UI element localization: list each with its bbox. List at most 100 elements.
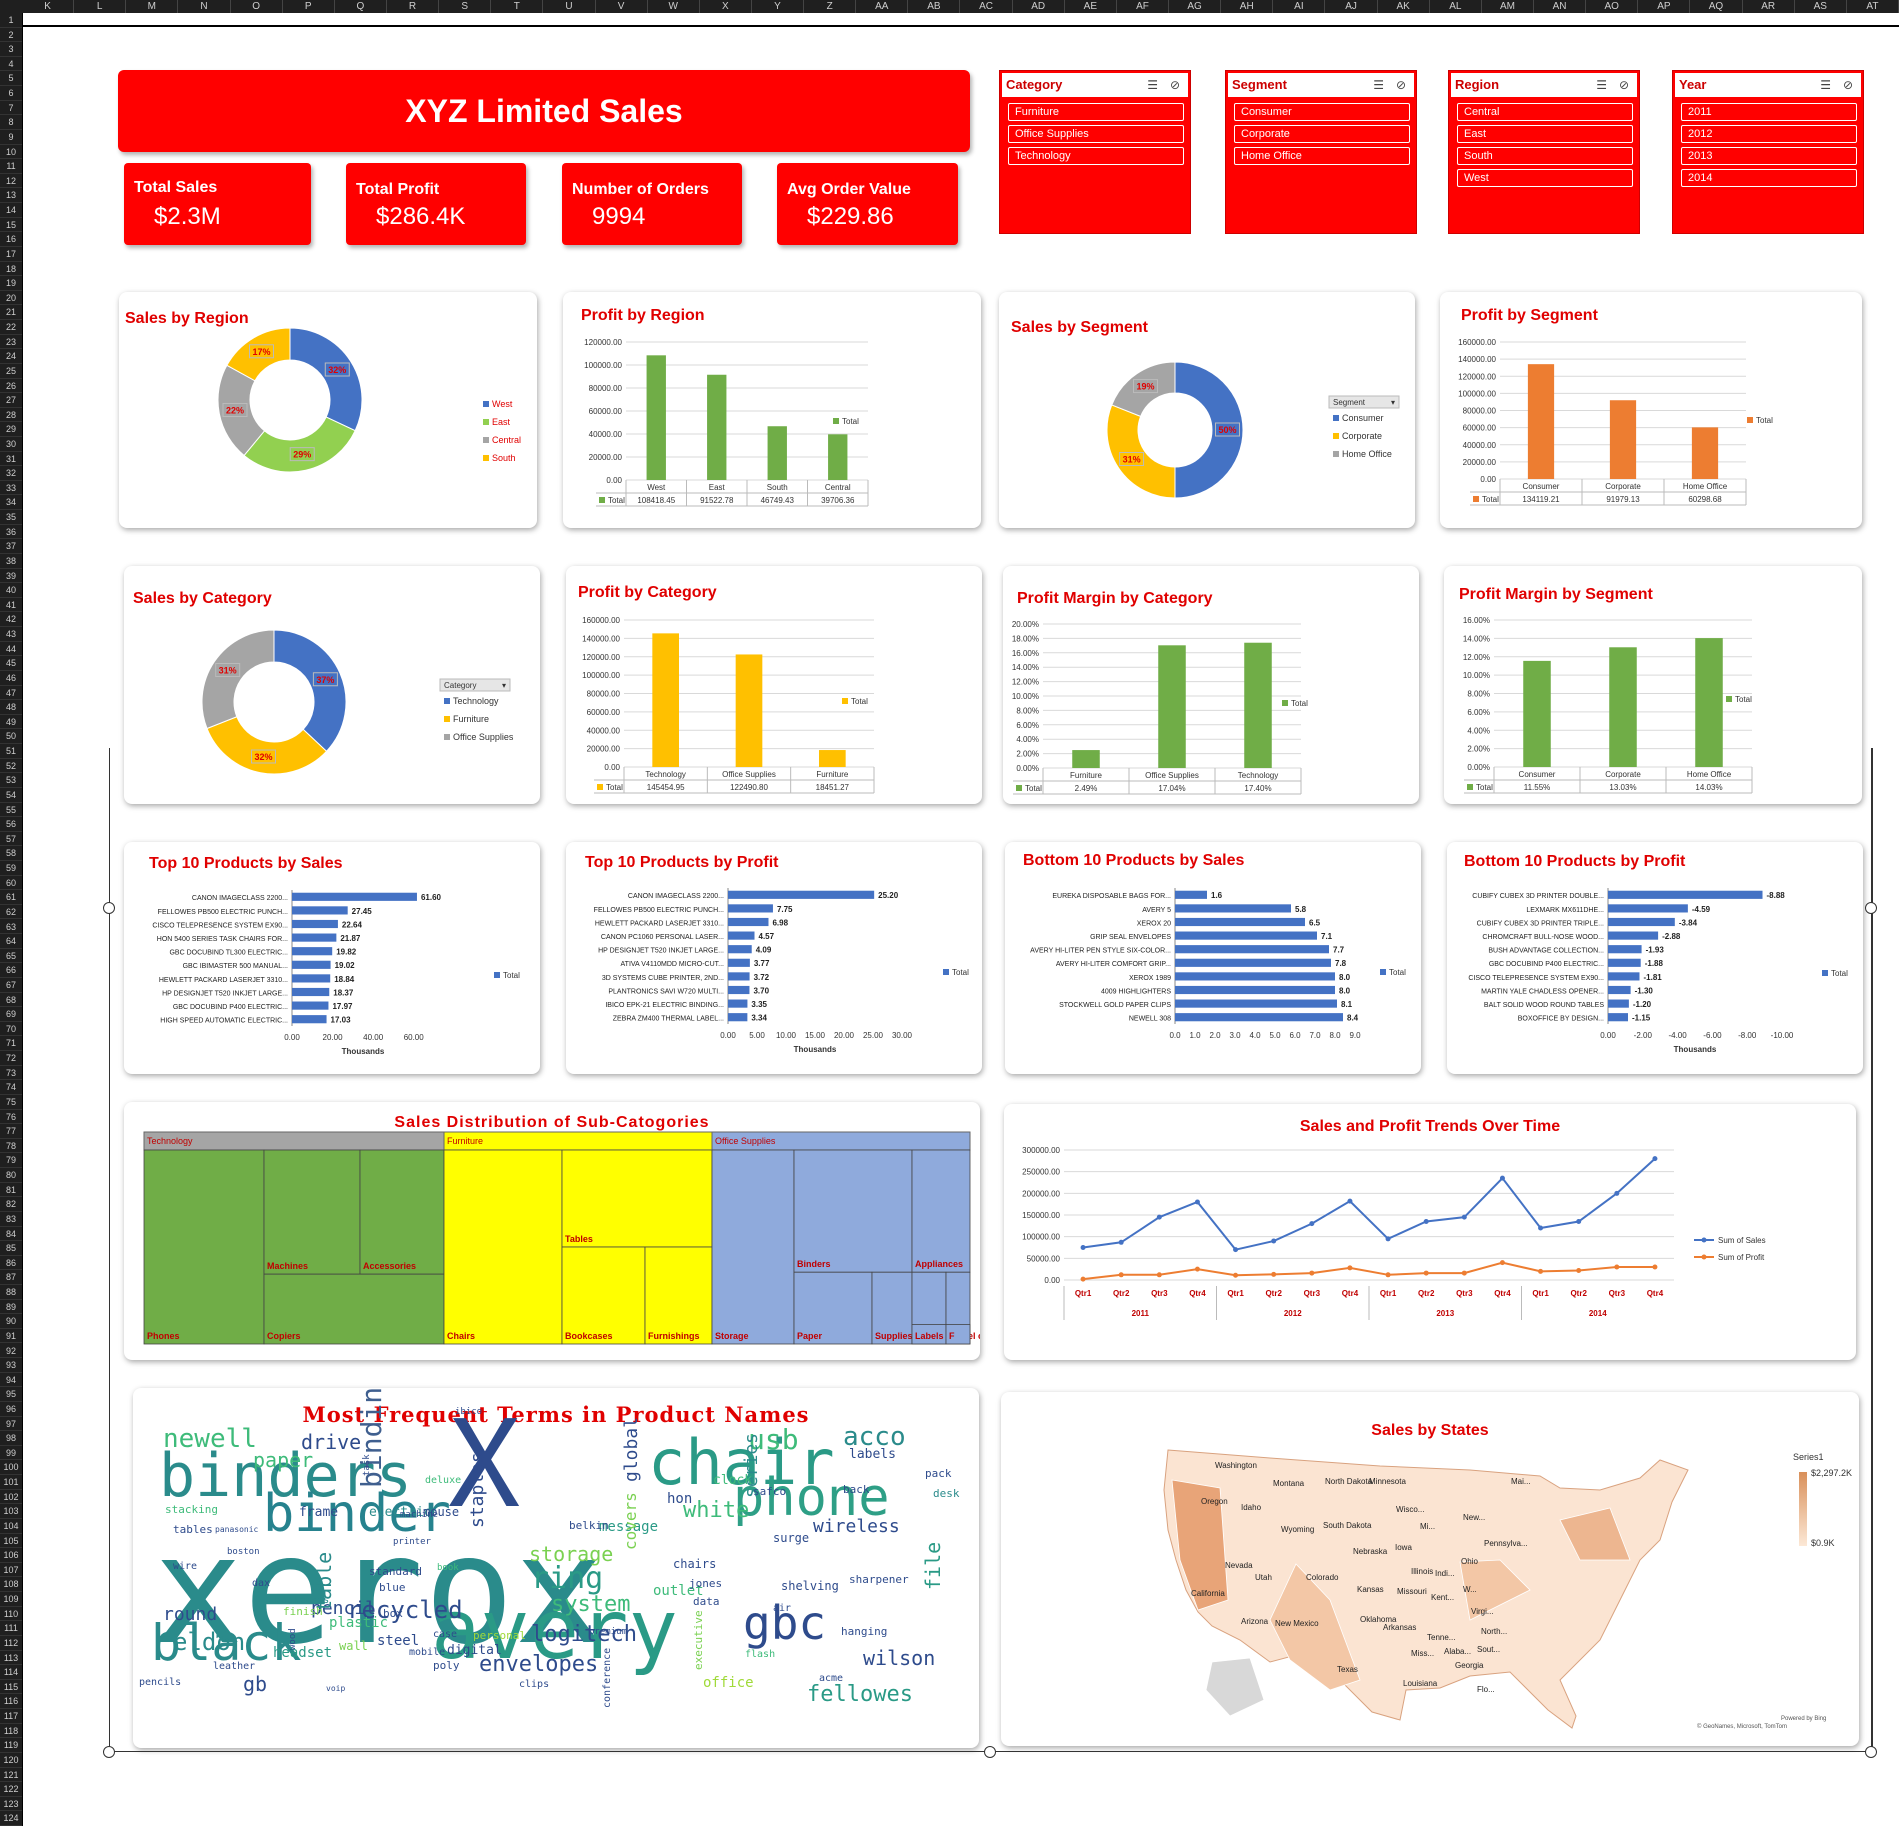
column-header-t[interactable]: T [491,0,544,13]
row-header-35[interactable]: 35 [0,510,22,525]
row-header-67[interactable]: 67 [0,978,22,993]
column-header-x[interactable]: X [700,0,752,13]
row-header-46[interactable]: 46 [0,671,22,686]
row-header-74[interactable]: 74 [0,1080,22,1095]
row-header-77[interactable]: 77 [0,1124,22,1139]
row-header-2[interactable]: 2 [0,28,22,43]
row-header-25[interactable]: 25 [0,364,22,379]
column-header-aq[interactable]: AQ [1690,0,1743,13]
card-profit-by-region[interactable]: Profit by Region 0.00 20000.00 40000.00 600… [563,292,981,528]
row-header-19[interactable]: 19 [0,276,22,291]
row-header-95[interactable]: 95 [0,1387,22,1402]
row-header-63[interactable]: 63 [0,920,22,935]
row-header-110[interactable]: 110 [0,1607,22,1622]
row-header-40[interactable]: 40 [0,583,22,598]
row-header-102[interactable]: 102 [0,1490,22,1505]
row-header-68[interactable]: 68 [0,993,22,1008]
row-header-26[interactable]: 26 [0,379,22,394]
row-header-20[interactable]: 20 [0,291,22,306]
slicer-item-furniture[interactable]: Furniture [1008,103,1184,121]
column-header-ab[interactable]: AB [908,0,961,13]
row-header-11[interactable]: 11 [0,159,22,174]
row-header-38[interactable]: 38 [0,554,22,569]
row-header-15[interactable]: 15 [0,218,22,233]
row-header-5[interactable]: 5 [0,71,22,87]
slicer-item-2011[interactable]: 2011 [1681,103,1857,121]
row-header-8[interactable]: 8 [0,115,22,130]
multi-select-icon[interactable]: ☰ [1596,78,1607,92]
row-header-89[interactable]: 89 [0,1300,22,1315]
slicer-item-office-supplies[interactable]: Office Supplies [1008,125,1184,143]
column-header-af[interactable]: AF [1117,0,1170,13]
row-header-81[interactable]: 81 [0,1183,22,1198]
row-header-36[interactable]: 36 [0,525,22,540]
row-header-86[interactable]: 86 [0,1256,22,1271]
column-header-ad[interactable]: AD [1013,0,1065,13]
slicer-item-east[interactable]: East [1457,125,1633,143]
column-header-n[interactable]: N [178,0,231,13]
row-header-31[interactable]: 31 [0,452,22,467]
row-header-69[interactable]: 69 [0,1007,22,1022]
row-header-45[interactable]: 45 [0,656,22,671]
card-profit-by-category[interactable]: Profit by Category 0.00 20000.00 40000.00 6… [566,566,982,804]
column-header-ac[interactable]: AC [961,0,1013,13]
row-header-18[interactable]: 18 [0,262,22,277]
column-header-ap[interactable]: AP [1638,0,1691,13]
row-header-59[interactable]: 59 [0,861,22,876]
row-header-88[interactable]: 88 [0,1285,22,1300]
row-header-71[interactable]: 71 [0,1036,22,1052]
row-header-120[interactable]: 120 [0,1753,22,1768]
column-header-ae[interactable]: AE [1065,0,1117,13]
row-header-109[interactable]: 109 [0,1592,22,1607]
row-header-6[interactable]: 6 [0,86,22,101]
row-header-27[interactable]: 27 [0,393,22,408]
row-header-50[interactable]: 50 [0,729,22,745]
column-header-aa[interactable]: AA [856,0,909,13]
column-header-ag[interactable]: AG [1169,0,1222,13]
slicer-item-south[interactable]: South [1457,147,1633,165]
row-header-79[interactable]: 79 [0,1153,22,1169]
row-header-98[interactable]: 98 [0,1431,22,1446]
column-header-al[interactable]: AL [1430,0,1482,13]
row-header-44[interactable]: 44 [0,642,22,657]
row-header-119[interactable]: 119 [0,1738,22,1753]
row-header-111[interactable]: 111 [0,1621,22,1636]
column-header-u[interactable]: U [543,0,596,13]
row-header-37[interactable]: 37 [0,539,22,554]
row-header-91[interactable]: 91 [0,1329,22,1344]
resize-handle[interactable] [103,1746,115,1758]
row-header-66[interactable]: 66 [0,963,22,978]
row-header-83[interactable]: 83 [0,1212,22,1227]
row-header-13[interactable]: 13 [0,188,22,204]
row-header-42[interactable]: 42 [0,612,22,628]
row-header-53[interactable]: 53 [0,773,22,788]
card-top10-products-by-profit[interactable]: Top 10 Products by Profit 0.00 5.00 10.00 1… [566,842,982,1074]
row-header-85[interactable]: 85 [0,1241,22,1256]
resize-handle[interactable] [1865,902,1877,914]
row-header-47[interactable]: 47 [0,686,22,701]
column-header-y[interactable]: Y [752,0,805,13]
row-header-112[interactable]: 112 [0,1636,22,1651]
row-header-100[interactable]: 100 [0,1460,22,1476]
card-bottom10-products-by-sales[interactable]: Bottom 10 Products by Sales 0.0 1.0 2.0 3.0… [1005,842,1421,1074]
slicer-item-home-office[interactable]: Home Office [1234,147,1410,165]
row-header-122[interactable]: 122 [0,1782,22,1797]
column-header-at[interactable]: AT [1847,0,1899,13]
row-header-64[interactable]: 64 [0,934,22,949]
column-header-l[interactable]: L [74,0,127,13]
row-header-123[interactable]: 123 [0,1797,22,1812]
row-header-7[interactable]: 7 [0,101,22,116]
card-profit-by-segment[interactable]: Profit by Segment 0.00 20000.00 40000.00 60… [1440,292,1862,528]
column-header-p[interactable]: P [283,0,335,13]
row-header-34[interactable]: 34 [0,495,22,511]
row-header-52[interactable]: 52 [0,759,22,774]
row-header-14[interactable]: 14 [0,203,22,218]
row-header-61[interactable]: 61 [0,890,22,905]
row-header-16[interactable]: 16 [0,232,22,247]
column-header-as[interactable]: AS [1795,0,1847,13]
clear-filter-icon[interactable]: ⊘ [1842,78,1853,92]
row-header-30[interactable]: 30 [0,437,22,452]
column-header-m[interactable]: M [126,0,179,13]
column-header-q[interactable]: Q [335,0,387,13]
row-header-101[interactable]: 101 [0,1475,22,1490]
